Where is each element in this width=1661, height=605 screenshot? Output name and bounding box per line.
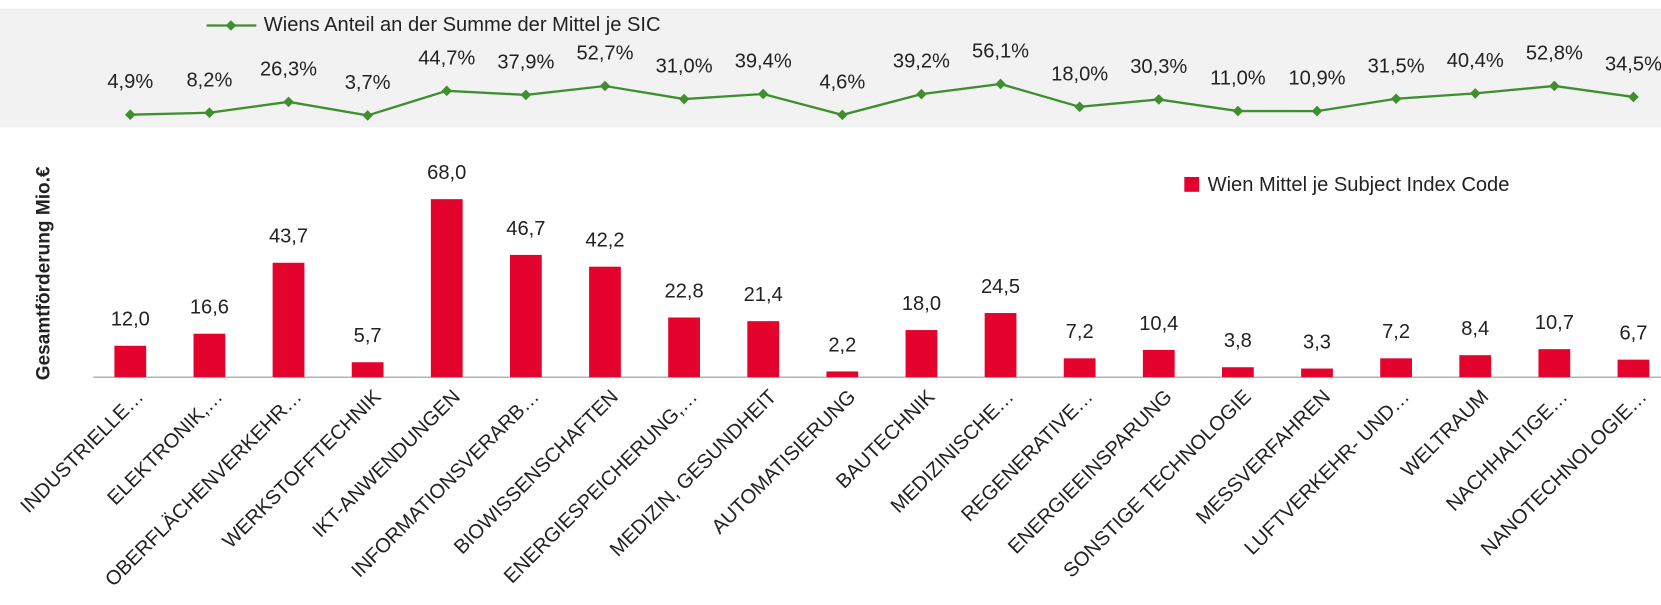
line-marker (1153, 94, 1165, 105)
data-label: 37,9% (497, 51, 554, 73)
line-marker (995, 78, 1006, 90)
line-marker (1469, 88, 1481, 99)
bar (1538, 349, 1571, 378)
bar (747, 321, 780, 378)
line-marker (757, 88, 769, 100)
data-label: 12,0 (111, 309, 150, 331)
bar (668, 317, 700, 378)
line-marker (599, 80, 611, 92)
bar (193, 333, 226, 378)
x-tick-label: IKT-ANWENDUNGEN (308, 386, 464, 542)
data-label: 11,0% (1210, 68, 1266, 90)
data-label: 18,0% (1051, 63, 1108, 85)
data-label: 3,7% (345, 72, 391, 94)
data-label: 40,4% (1447, 50, 1504, 72)
data-label: 24,5 (981, 276, 1020, 298)
line-marker (916, 88, 927, 100)
line-marker (1390, 93, 1402, 105)
x-tick-label: MEDIZIN, GESUNDHEIT (606, 386, 781, 561)
data-label: 39,2% (893, 51, 950, 73)
bar (509, 254, 542, 378)
line-marker (204, 107, 215, 119)
line-marker (1074, 101, 1085, 113)
data-label: 3,3 (1303, 331, 1331, 353)
data-label: 10,4 (1139, 313, 1178, 335)
bar (984, 313, 1017, 378)
data-label: 10,7 (1535, 312, 1574, 334)
data-label: 52,7% (576, 43, 633, 65)
bar (114, 345, 147, 378)
data-label: 52,8% (1526, 42, 1583, 64)
data-label: 30,3% (1130, 56, 1187, 78)
x-tick-label: AUTOMATISIERUNG (708, 386, 861, 539)
data-label: 10,9% (1288, 68, 1345, 90)
data-label: 31,0% (656, 56, 713, 78)
data-label: 68,0 (427, 162, 466, 184)
data-label: 46,7 (506, 218, 545, 240)
data-label: 8,4 (1461, 318, 1489, 340)
bar (272, 262, 305, 378)
bar (1380, 358, 1413, 378)
data-label: 42,2 (585, 230, 624, 252)
line-marker (1232, 105, 1244, 117)
legend-label: Wiens Anteil an der Summe der Mittel je … (264, 14, 661, 36)
x-tick-label: BIOWISSENSCHAFTEN (450, 386, 623, 559)
data-label: 16,6 (190, 297, 229, 319)
data-label: 4,9% (107, 71, 153, 93)
data-label: 44,7% (418, 47, 475, 69)
data-label: 18,0 (902, 293, 941, 315)
data-label: 34,5% (1605, 53, 1661, 75)
bar (1063, 358, 1096, 378)
data-label: 8,2% (186, 69, 232, 91)
data-label: 21,4 (744, 284, 783, 306)
legend-swatch (1184, 176, 1200, 192)
data-label: 7,2 (1382, 321, 1410, 343)
data-label: 3,8 (1224, 330, 1252, 352)
bar (1142, 349, 1175, 378)
line-marker (1311, 105, 1323, 117)
data-label: 39,4% (735, 51, 792, 73)
bar (351, 362, 384, 378)
bar (826, 371, 859, 378)
bar (905, 330, 938, 378)
bar (430, 199, 463, 378)
bar (589, 266, 621, 378)
x-tick-label: WERKSTOFFTECHNIK (219, 385, 386, 552)
line-marker (1549, 80, 1560, 92)
x-tick-label: MESSVERFAHREN (1192, 386, 1335, 529)
bar (1459, 355, 1492, 378)
data-label: 6,7 (1619, 323, 1647, 345)
x-tick-label: NANOTECHNOLOGIE… (1477, 386, 1651, 560)
x-tick-label: LUFTVERKEHR- UND… (1240, 386, 1414, 560)
data-label: 22,8 (665, 280, 704, 302)
line-marker (283, 96, 294, 108)
bar (1617, 359, 1650, 378)
line-panel (0, 8, 1661, 128)
data-label: 26,3% (260, 58, 317, 80)
line-marker (441, 85, 453, 97)
y-axis-label: Gesamtförderung Mio.€ (34, 166, 55, 380)
x-tick-label: REGENERATIVE… (957, 386, 1097, 526)
data-label: 2,2 (828, 334, 856, 356)
bar (1221, 367, 1254, 378)
data-label: 31,5% (1368, 55, 1425, 77)
x-tick-label: ENERGIEEINSPARUNG (1004, 386, 1177, 559)
data-label: 7,2 (1066, 321, 1094, 343)
bar (1301, 368, 1333, 378)
line (130, 82, 1634, 117)
legend-label: Wien Mittel je Subject Index Code (1208, 174, 1510, 196)
data-label: 56,1% (972, 41, 1029, 63)
data-label: 5,7 (354, 325, 382, 347)
data-label: 4,6% (819, 71, 865, 93)
line-marker (124, 109, 136, 121)
data-label: 43,7 (269, 226, 308, 248)
